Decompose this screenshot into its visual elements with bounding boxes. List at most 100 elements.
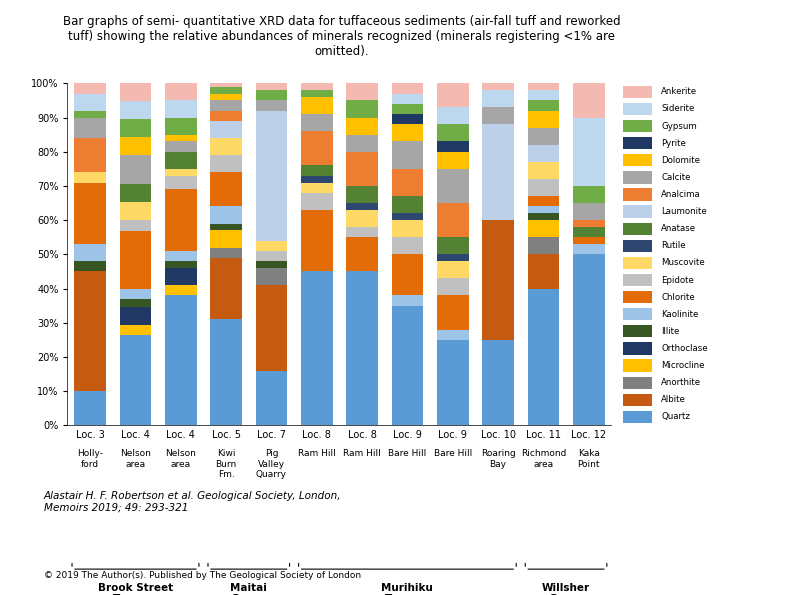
Bar bbox=[346, 210, 378, 227]
Bar bbox=[301, 183, 333, 193]
Bar bbox=[75, 244, 106, 261]
Text: Calcite: Calcite bbox=[661, 173, 691, 182]
Bar bbox=[210, 230, 242, 248]
Bar bbox=[165, 296, 197, 425]
Bar bbox=[120, 83, 152, 101]
Bar bbox=[437, 107, 468, 124]
Bar bbox=[120, 120, 152, 137]
Bar bbox=[437, 142, 468, 152]
Bar bbox=[210, 224, 242, 230]
Bar bbox=[256, 90, 287, 101]
Bar bbox=[391, 114, 423, 124]
Bar bbox=[346, 118, 378, 134]
Bar bbox=[391, 124, 423, 142]
Text: Chlorite: Chlorite bbox=[661, 293, 696, 302]
Bar bbox=[301, 165, 333, 176]
Text: Quartz: Quartz bbox=[661, 412, 690, 421]
Bar bbox=[256, 111, 287, 240]
Bar bbox=[391, 255, 423, 296]
Bar bbox=[623, 154, 652, 167]
Bar bbox=[437, 237, 468, 255]
Bar bbox=[527, 101, 559, 111]
Text: Brook Street
Terrane: Brook Street Terrane bbox=[98, 583, 173, 595]
Bar bbox=[120, 184, 152, 202]
Bar bbox=[210, 320, 242, 425]
Bar bbox=[256, 261, 287, 268]
Bar bbox=[301, 83, 333, 90]
Bar bbox=[301, 176, 333, 183]
Bar bbox=[75, 111, 106, 118]
Bar bbox=[572, 220, 604, 227]
Bar bbox=[75, 93, 106, 111]
Bar bbox=[165, 169, 197, 176]
Text: Willsher
Group: Willsher Group bbox=[542, 583, 590, 595]
Bar bbox=[120, 101, 152, 120]
Bar bbox=[572, 227, 604, 237]
Bar bbox=[623, 240, 652, 252]
Bar bbox=[165, 152, 197, 169]
Bar bbox=[437, 203, 468, 237]
Bar bbox=[346, 237, 378, 271]
Text: Orthoclase: Orthoclase bbox=[661, 344, 708, 353]
Bar bbox=[623, 359, 652, 372]
Bar bbox=[527, 128, 559, 145]
Bar bbox=[623, 394, 652, 406]
Bar bbox=[572, 237, 604, 244]
Bar bbox=[165, 261, 197, 268]
Bar bbox=[437, 340, 468, 425]
Bar bbox=[437, 152, 468, 169]
Bar bbox=[120, 336, 152, 425]
Bar bbox=[75, 83, 106, 93]
Text: Pig
Valley
Quarry: Pig Valley Quarry bbox=[256, 449, 287, 479]
Bar bbox=[210, 248, 242, 258]
Bar bbox=[75, 271, 106, 392]
Bar bbox=[120, 220, 152, 231]
Bar bbox=[527, 206, 559, 213]
Bar bbox=[165, 285, 197, 296]
Text: Kaka
Point: Kaka Point bbox=[577, 449, 600, 469]
Bar bbox=[256, 101, 287, 111]
Bar bbox=[437, 296, 468, 330]
Bar bbox=[120, 137, 152, 155]
Text: Murihiku
Terrane: Murihiku Terrane bbox=[381, 583, 434, 595]
Bar bbox=[165, 176, 197, 189]
Text: Bar graphs of semi- quantitative XRD data for tuffaceous sediments (air-fall tuf: Bar graphs of semi- quantitative XRD dat… bbox=[63, 15, 620, 58]
Bar bbox=[527, 145, 559, 162]
Bar bbox=[437, 83, 468, 107]
Bar bbox=[623, 103, 652, 115]
Bar bbox=[391, 93, 423, 104]
Bar bbox=[346, 134, 378, 152]
Text: Kiwi
Burn
Fm.: Kiwi Burn Fm. bbox=[215, 449, 237, 479]
Bar bbox=[210, 138, 242, 155]
Bar bbox=[572, 117, 604, 186]
Bar bbox=[346, 186, 378, 203]
Bar bbox=[437, 330, 468, 340]
Bar bbox=[527, 289, 559, 425]
Text: Bare Hill: Bare Hill bbox=[388, 449, 426, 458]
Bar bbox=[120, 202, 152, 220]
Bar bbox=[527, 90, 559, 101]
Text: Ram Hill: Ram Hill bbox=[298, 449, 336, 458]
Bar bbox=[256, 251, 287, 261]
Text: Epidote: Epidote bbox=[661, 275, 694, 284]
Text: Kaolinite: Kaolinite bbox=[661, 310, 699, 319]
Text: Albite: Albite bbox=[661, 395, 686, 404]
Bar bbox=[437, 278, 468, 296]
Bar bbox=[75, 118, 106, 138]
Bar bbox=[256, 371, 287, 425]
Bar bbox=[391, 104, 423, 114]
Bar bbox=[572, 83, 604, 118]
Bar bbox=[482, 90, 514, 107]
Bar bbox=[210, 206, 242, 224]
Text: Siderite: Siderite bbox=[661, 105, 695, 114]
Bar bbox=[256, 83, 287, 90]
Bar bbox=[482, 107, 514, 124]
Bar bbox=[391, 214, 423, 220]
Bar bbox=[256, 268, 287, 285]
Bar bbox=[165, 83, 197, 101]
Bar bbox=[572, 244, 604, 255]
Text: Laumonite: Laumonite bbox=[661, 207, 707, 216]
Bar bbox=[75, 261, 106, 271]
Bar bbox=[120, 231, 152, 289]
Bar bbox=[527, 220, 559, 237]
